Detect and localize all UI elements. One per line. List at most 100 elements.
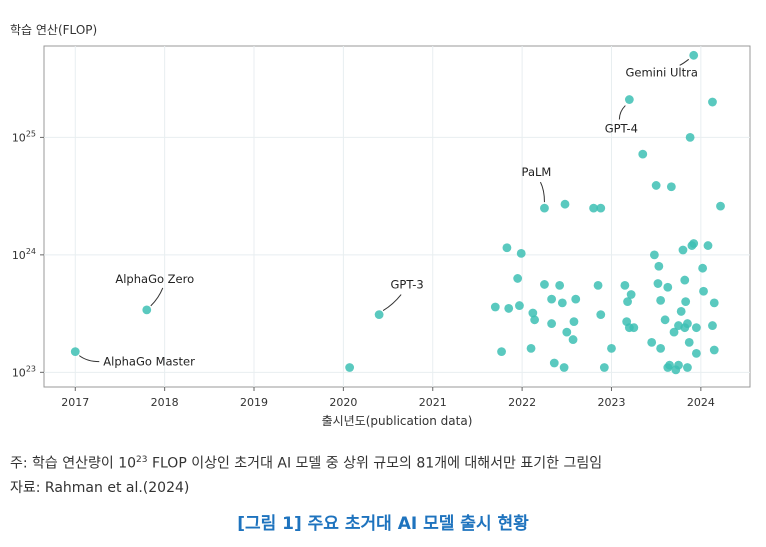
data-point <box>647 337 657 347</box>
y-tick-label: 1025 <box>12 129 36 144</box>
data-point <box>345 363 355 372</box>
grid-lines <box>44 46 750 387</box>
annotation-label: PaLM <box>522 165 552 179</box>
data-point <box>560 199 570 209</box>
data-point <box>571 294 581 304</box>
data-point <box>569 317 579 327</box>
data-point <box>620 280 630 290</box>
data-point <box>656 343 666 353</box>
data-point <box>540 280 549 289</box>
data-point <box>683 319 692 328</box>
data-point <box>666 182 676 192</box>
x-tick-label: 2020 <box>329 396 357 409</box>
data-point <box>683 363 692 372</box>
annotation-leader <box>150 287 164 307</box>
data-point <box>651 181 661 190</box>
annotation-leader <box>679 58 690 66</box>
annotation-label: AlphaGo Zero <box>115 272 194 286</box>
notes: 주: 학습 연산량이 1023 FLOP 이상인 초거대 AI 모델 중 상위 … <box>10 448 602 500</box>
data-point <box>716 201 725 211</box>
data-point <box>555 280 565 290</box>
data-point <box>504 304 514 313</box>
annotation-leader <box>382 294 402 312</box>
data-point <box>660 315 670 325</box>
note-line-2: 자료: Rahman et al.(2024) <box>10 479 190 496</box>
x-tick-label: 2018 <box>151 396 179 409</box>
data-point <box>374 310 384 320</box>
data-point <box>607 343 616 353</box>
data-point <box>549 358 559 368</box>
data-point <box>559 363 569 372</box>
data-point <box>70 347 80 357</box>
annotation-leader <box>78 355 100 363</box>
annotation-leader <box>540 181 545 203</box>
data-point <box>568 335 578 344</box>
data-point <box>663 282 673 292</box>
data-point <box>681 297 691 307</box>
x-tick-label: 2019 <box>240 396 268 409</box>
data-point <box>669 327 679 337</box>
data-point <box>530 315 540 325</box>
data-point <box>589 203 599 213</box>
data-point <box>708 97 717 107</box>
data-point <box>685 133 695 142</box>
data-point <box>674 360 683 370</box>
data-point <box>709 298 719 308</box>
y-tick-labels: 1023 1024 1025 <box>12 129 44 379</box>
data-point <box>596 310 606 320</box>
data-point <box>691 348 701 358</box>
y-tick-label: 1024 <box>12 247 36 262</box>
data-point <box>526 343 536 353</box>
figure-caption: [그림 1] 주요 초거대 AI 모델 출시 현황 <box>237 514 529 534</box>
data-point <box>547 319 557 328</box>
data-point <box>502 243 512 253</box>
annotation-label: GPT-3 <box>390 278 423 292</box>
data-point <box>629 323 639 333</box>
data-point <box>624 95 634 104</box>
data-point <box>708 321 717 330</box>
y-axis-label: 학습 연산(FLOP) <box>10 23 97 37</box>
data-point <box>515 301 524 310</box>
data-points <box>70 50 725 375</box>
note-exponent: 23 <box>136 455 148 465</box>
data-point <box>528 308 538 318</box>
data-point <box>691 323 701 333</box>
data-point <box>623 297 632 307</box>
data-point <box>516 248 526 258</box>
annotations: AlphaGo Master AlphaGo Zero GPT-3 PaLM GPT-4… <box>78 58 698 369</box>
data-point <box>709 345 719 355</box>
data-point <box>699 286 708 296</box>
data-point <box>599 363 609 372</box>
annotation-label: GPT-4 <box>605 122 638 136</box>
y-tick-label: 1023 <box>12 364 36 379</box>
data-point <box>703 241 713 250</box>
data-point <box>680 275 690 285</box>
note-prefix: 주: 학습 연산량이 10 <box>10 455 137 472</box>
data-point <box>490 302 500 312</box>
x-tick-label: 2023 <box>597 396 625 409</box>
x-tick-label: 2017 <box>61 396 89 409</box>
annotation-leader <box>618 105 626 120</box>
data-point <box>142 305 152 315</box>
data-point <box>626 290 636 299</box>
data-point <box>593 280 603 290</box>
x-tick-label: 2022 <box>508 396 536 409</box>
data-point <box>676 307 686 316</box>
data-point <box>665 360 674 370</box>
note-line-1: 주: 학습 연산량이 1023 FLOP 이상인 초거대 AI 모델 중 상위 … <box>10 448 602 476</box>
data-point <box>649 250 659 260</box>
scatter-chart: 학습 연산(FLOP) 1023 1024 1025 2017 2018 2019 202… <box>10 23 751 428</box>
annotation-label: AlphaGo Master <box>103 355 195 369</box>
data-point <box>557 298 567 308</box>
data-point <box>684 337 694 347</box>
data-point <box>698 263 708 273</box>
data-point <box>689 239 699 248</box>
data-point <box>653 279 663 288</box>
data-point <box>689 50 699 60</box>
annotation-label: Gemini Ultra <box>625 65 697 79</box>
x-tick-labels: 2017 2018 2019 2020 2021 2022 2023 2024 <box>61 387 715 409</box>
data-point <box>562 327 572 337</box>
data-point <box>513 274 523 283</box>
data-point <box>547 294 557 304</box>
plot-area-border <box>43 45 751 388</box>
